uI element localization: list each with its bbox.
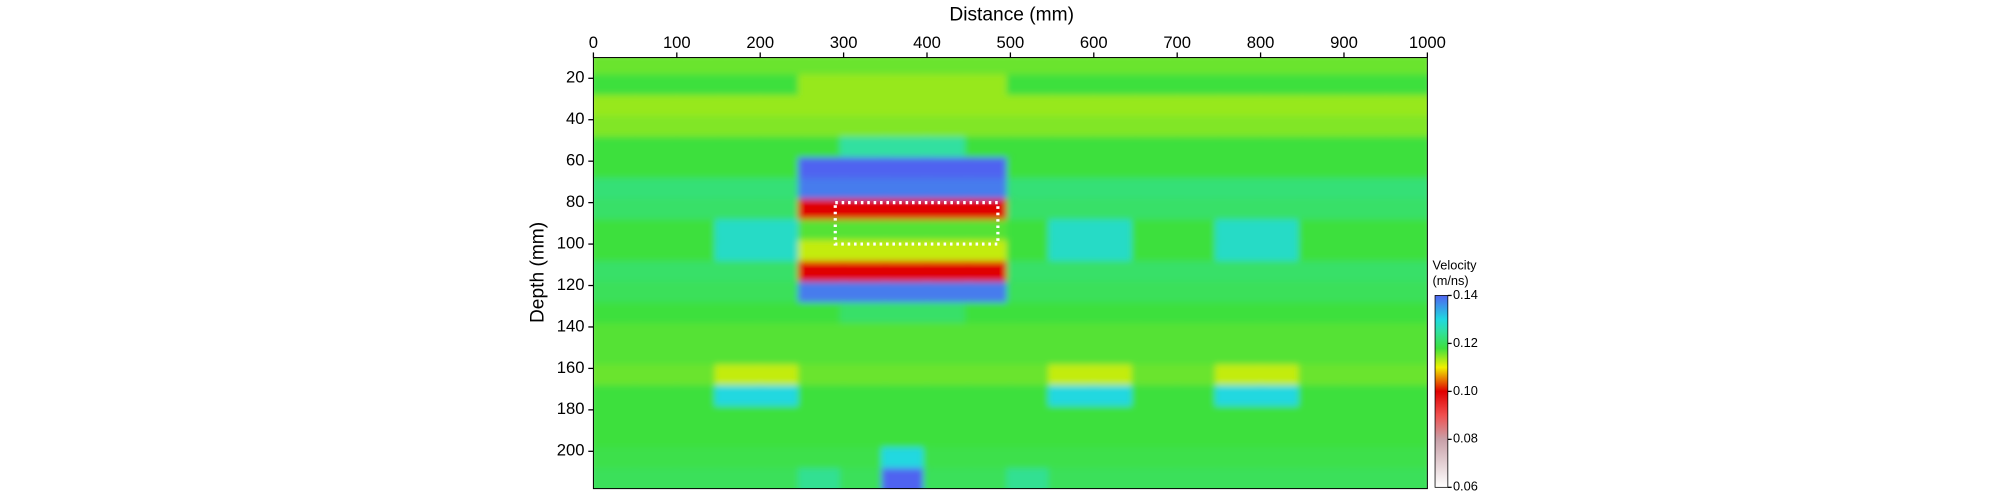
heat-cell (756, 468, 806, 489)
x-tick-label: 200 (746, 33, 774, 52)
heat-cell (1131, 468, 1182, 489)
x-tick-label: 900 (1330, 33, 1358, 52)
y-tick-label: 180 (557, 399, 585, 418)
y-tick-label: 60 (566, 151, 584, 170)
heat-cell (798, 468, 848, 489)
colorbar-tick-label: 0.08 (1453, 431, 1478, 446)
heat-cell (1340, 468, 1390, 489)
y-tick-label: 160 (557, 358, 585, 377)
heat-cell (1006, 468, 1056, 489)
heat-cell (1381, 468, 1428, 489)
heat-cell (631, 468, 681, 489)
colorbar-tick-label: 0.12 (1453, 335, 1478, 350)
x-tick-label: 100 (663, 33, 691, 52)
y-axis-title: Depth (mm) (527, 222, 548, 323)
heat-cell (714, 468, 765, 489)
plot-area (593, 57, 1428, 489)
heat-cell (1173, 468, 1223, 489)
heat-cell (881, 468, 931, 489)
colorbar-tick-label: 0.10 (1453, 383, 1478, 398)
heatmap (593, 57, 1428, 489)
heat-cell (1215, 468, 1265, 489)
x-tick-label: 600 (1080, 33, 1108, 52)
x-axis-title: Distance (mm) (949, 4, 1074, 25)
y-tick-label: 140 (557, 316, 585, 335)
heat-cell (839, 468, 890, 489)
heat-cell (1298, 468, 1348, 489)
x-tick-label: 500 (997, 33, 1025, 52)
colorbar-tick-label: 0.14 (1453, 287, 1478, 302)
x-tick-label: 400 (913, 33, 941, 52)
x-tick-label: 700 (1163, 33, 1191, 52)
y-tick-label: 200 (557, 441, 585, 460)
heat-cell (923, 468, 973, 489)
x-tick-label: 300 (830, 33, 858, 52)
y-tick-label: 100 (557, 233, 585, 252)
heat-cell (672, 468, 723, 489)
colorbar-unit: (m/ns) (1432, 273, 1468, 288)
heat-cell (593, 468, 639, 489)
heat-cell (964, 468, 1015, 489)
x-tick-label: 0 (589, 33, 598, 52)
colorbar-tick-label: 0.06 (1453, 479, 1478, 494)
heat-cell (1256, 468, 1307, 489)
y-tick-label: 40 (566, 109, 584, 128)
heat-cell (1089, 468, 1140, 489)
colorbar-title: Velocity (1432, 257, 1477, 272)
colorbar (1434, 295, 1449, 488)
x-tick-label: 1000 (1409, 33, 1446, 52)
y-tick-label: 120 (557, 275, 585, 294)
heat-cell (1048, 468, 1098, 489)
x-tick-label: 800 (1247, 33, 1275, 52)
y-tick-label: 20 (566, 68, 584, 87)
y-tick-label: 80 (566, 192, 584, 211)
